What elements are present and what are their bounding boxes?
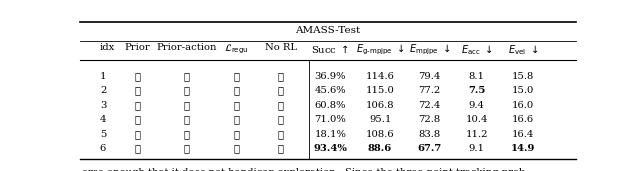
- Text: ✓: ✓: [233, 115, 239, 124]
- Text: 67.7: 67.7: [417, 144, 442, 153]
- Text: 83.8: 83.8: [419, 130, 441, 139]
- Text: AMASS-Test: AMASS-Test: [296, 27, 360, 35]
- Text: ✗: ✗: [184, 72, 189, 81]
- Text: 16.0: 16.0: [512, 101, 534, 110]
- Text: ✓: ✓: [134, 115, 140, 124]
- Text: 77.2: 77.2: [419, 86, 441, 95]
- Text: 4: 4: [100, 115, 106, 124]
- Text: 9.4: 9.4: [468, 101, 485, 110]
- Text: 95.1: 95.1: [369, 115, 391, 124]
- Text: ✓: ✓: [278, 101, 284, 110]
- Text: idx: idx: [100, 43, 115, 52]
- Text: $E_{\mathrm{g\text{-}mpjpe}}$ $\downarrow$: $E_{\mathrm{g\text{-}mpjpe}}$ $\downarro…: [356, 43, 404, 57]
- Text: 8.1: 8.1: [468, 72, 485, 81]
- Text: ✓: ✓: [184, 101, 189, 110]
- Text: ✗: ✗: [134, 86, 140, 95]
- Text: 9.1: 9.1: [468, 144, 485, 153]
- Text: ✓: ✓: [184, 115, 189, 124]
- Text: 106.8: 106.8: [366, 101, 394, 110]
- Text: 15.0: 15.0: [512, 86, 534, 95]
- Text: 93.4%: 93.4%: [314, 144, 348, 153]
- Text: 14.9: 14.9: [511, 144, 535, 153]
- Text: $E_{\mathrm{vel}}$ $\downarrow$: $E_{\mathrm{vel}}$ $\downarrow$: [508, 43, 538, 57]
- Text: ✗: ✗: [184, 130, 189, 139]
- Text: $\mathcal{L}_{\mathrm{regu}}$: $\mathcal{L}_{\mathrm{regu}}$: [224, 43, 248, 56]
- Text: 16.4: 16.4: [512, 130, 534, 139]
- Text: ✗: ✗: [134, 72, 140, 81]
- Text: 11.2: 11.2: [465, 130, 488, 139]
- Text: 72.4: 72.4: [419, 101, 441, 110]
- Text: ✓: ✓: [278, 86, 284, 95]
- Text: 18.1%: 18.1%: [314, 130, 346, 139]
- Text: 16.6: 16.6: [512, 115, 534, 124]
- Text: 36.9%: 36.9%: [315, 72, 346, 81]
- Text: 45.6%: 45.6%: [315, 86, 346, 95]
- Text: ✓: ✓: [134, 130, 140, 139]
- Text: ✗: ✗: [184, 86, 189, 95]
- Text: Prior-action: Prior-action: [156, 43, 217, 52]
- Text: 71.0%: 71.0%: [315, 115, 346, 124]
- Text: ✗: ✗: [233, 101, 239, 110]
- Text: 108.6: 108.6: [366, 130, 394, 139]
- Text: 6: 6: [100, 144, 106, 153]
- Text: 79.4: 79.4: [419, 72, 441, 81]
- Text: ✗: ✗: [278, 115, 284, 124]
- Text: 115.0: 115.0: [365, 86, 394, 95]
- Text: 15.8: 15.8: [512, 72, 534, 81]
- Text: ✓: ✓: [278, 144, 284, 153]
- Text: ✓: ✓: [134, 101, 140, 110]
- Text: $E_{\mathrm{acc}}$ $\downarrow$: $E_{\mathrm{acc}}$ $\downarrow$: [461, 43, 493, 57]
- Text: 5: 5: [100, 130, 106, 139]
- Text: ✓: ✓: [278, 72, 284, 81]
- Text: 60.8%: 60.8%: [315, 101, 346, 110]
- Text: ✓: ✓: [233, 86, 239, 95]
- Text: 1: 1: [100, 72, 106, 81]
- Text: ✓: ✓: [278, 130, 284, 139]
- Text: $E_{\mathrm{mpjpe}}$ $\downarrow$: $E_{\mathrm{mpjpe}}$ $\downarrow$: [409, 43, 451, 57]
- Text: 88.6: 88.6: [368, 144, 392, 153]
- Text: ✓: ✓: [233, 130, 239, 139]
- Text: Succ $\uparrow$: Succ $\uparrow$: [312, 43, 349, 55]
- Text: 114.6: 114.6: [365, 72, 394, 81]
- Text: orse enough that it does not handicap exploration.  Since the three-point tracki: orse enough that it does not handicap ex…: [83, 168, 526, 171]
- Text: ✓: ✓: [134, 144, 140, 153]
- Text: No RL: No RL: [265, 43, 297, 52]
- Text: ✓: ✓: [184, 144, 189, 153]
- Text: 72.8: 72.8: [419, 115, 441, 124]
- Text: 2: 2: [100, 86, 106, 95]
- Text: Prior: Prior: [124, 43, 150, 52]
- Text: ✓: ✓: [233, 144, 239, 153]
- Text: ✗: ✗: [233, 72, 239, 81]
- Text: 7.5: 7.5: [468, 86, 486, 95]
- Text: 3: 3: [100, 101, 106, 110]
- Text: 10.4: 10.4: [465, 115, 488, 124]
